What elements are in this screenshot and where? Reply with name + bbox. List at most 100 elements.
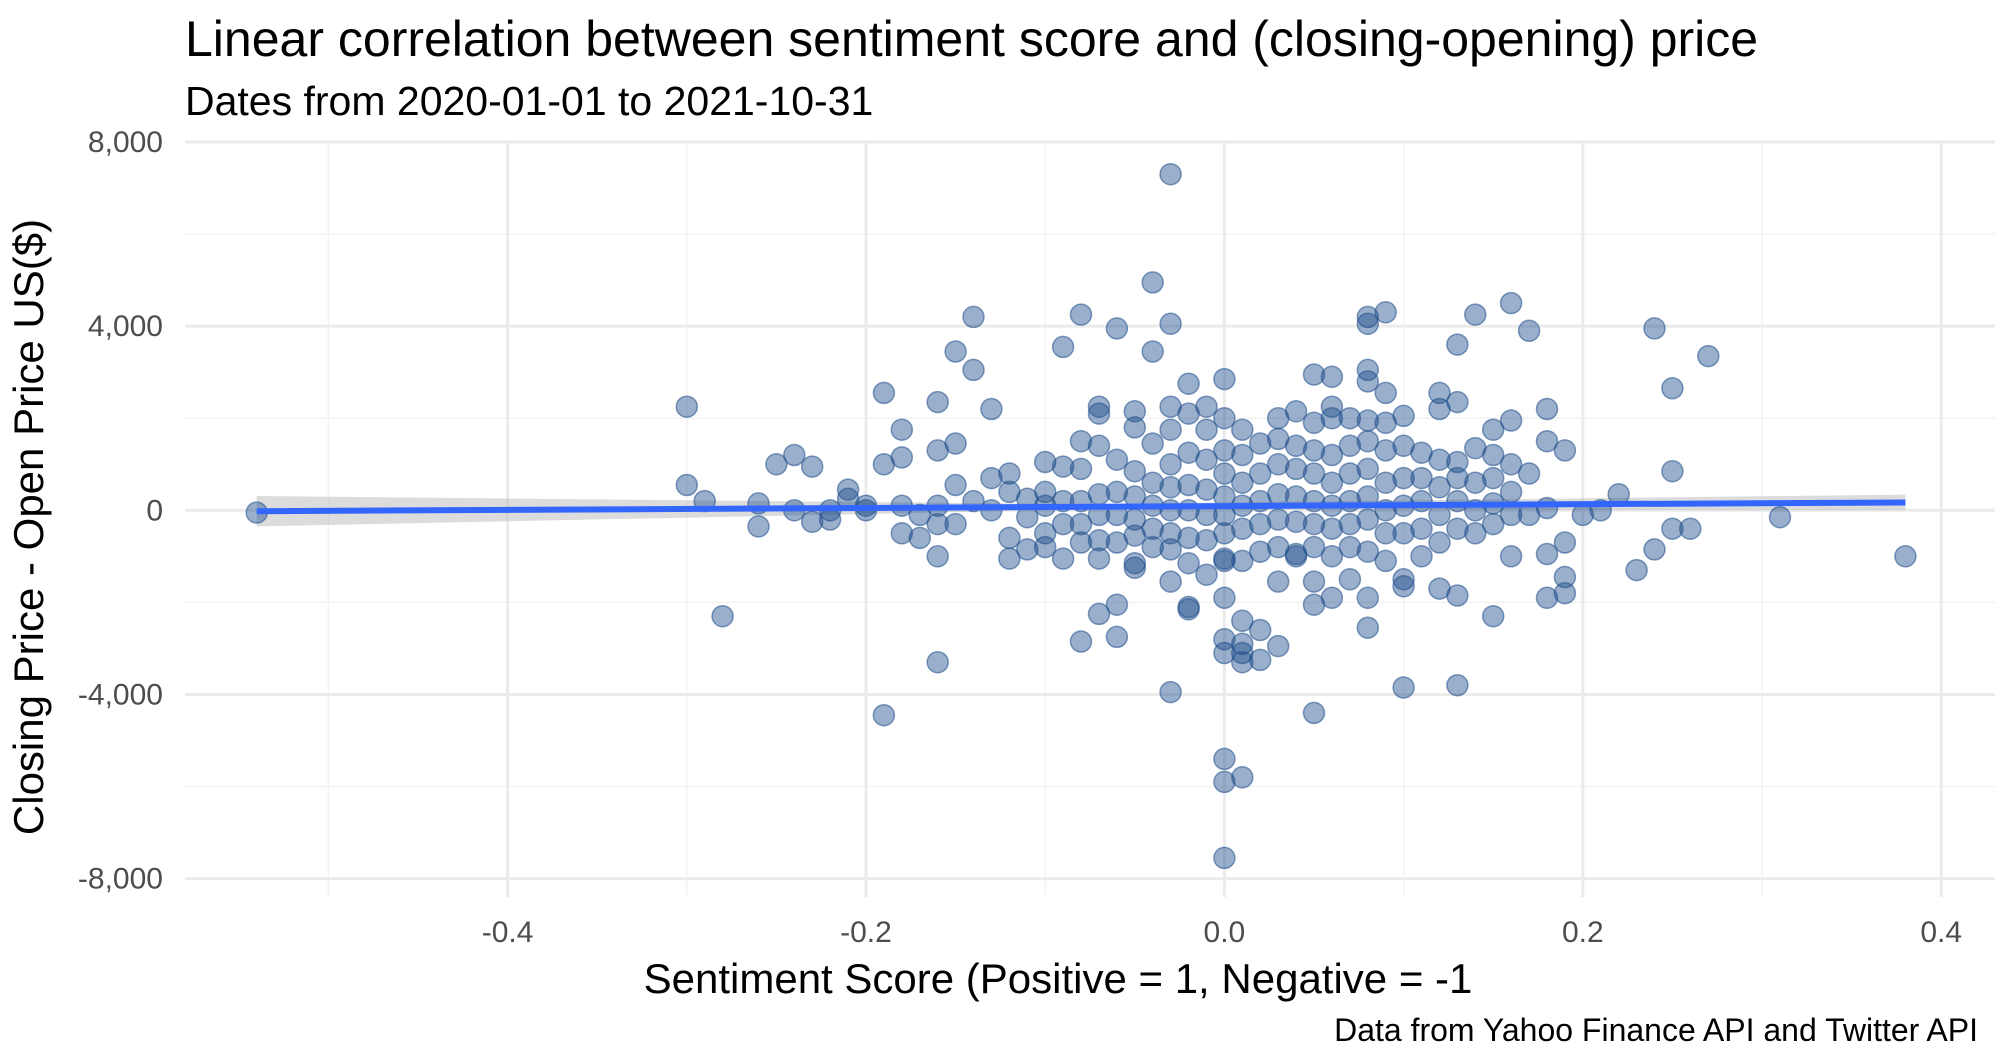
data-point <box>1499 545 1523 568</box>
data-point <box>1105 593 1129 616</box>
data-point <box>1195 395 1218 418</box>
data-point <box>1643 317 1666 340</box>
data-point <box>1356 370 1380 393</box>
data-point <box>1087 602 1111 626</box>
data-point <box>1356 586 1380 610</box>
data-point <box>1410 466 1433 490</box>
data-point <box>1159 453 1182 476</box>
data-point <box>890 522 914 545</box>
data-point <box>1428 476 1451 499</box>
data-point <box>1213 406 1236 430</box>
data-point <box>1320 443 1344 467</box>
data-point <box>1069 512 1093 536</box>
data-point <box>1392 404 1415 428</box>
data-point <box>1320 586 1344 610</box>
data-point <box>1446 390 1469 414</box>
data-point <box>1213 641 1236 665</box>
y-tick-label: 8,000 <box>88 126 163 159</box>
data-point <box>747 515 770 538</box>
data-point <box>1231 609 1254 633</box>
data-point <box>1356 312 1380 336</box>
data-point <box>1392 466 1415 490</box>
data-point <box>1231 650 1254 674</box>
data-point <box>1266 570 1290 593</box>
data-point <box>998 526 1021 550</box>
data-point <box>872 703 896 727</box>
data-point <box>926 512 949 536</box>
data-point <box>1481 604 1505 628</box>
data-point <box>1302 701 1326 725</box>
data-point <box>1661 517 1684 540</box>
x-axis-ticks: -0.4 -0.2 0.0 0.2 0.4 <box>482 916 1962 949</box>
data-point <box>1087 434 1111 458</box>
data-point <box>1069 303 1093 326</box>
data-point <box>1535 586 1559 610</box>
data-point <box>1768 505 1792 529</box>
data-point <box>1123 416 1147 439</box>
data-point <box>944 432 967 455</box>
y-axis-title: Closing Price - Open Price US($) <box>5 219 52 835</box>
data-point <box>711 604 734 628</box>
data-point <box>926 650 949 674</box>
data-point <box>1302 535 1326 559</box>
data-point <box>1320 471 1344 494</box>
data-point <box>1499 453 1523 476</box>
data-point <box>1177 551 1200 575</box>
data-point <box>765 453 788 476</box>
data-point <box>1356 616 1380 639</box>
data-point <box>1302 411 1326 435</box>
data-point <box>1464 303 1487 326</box>
data-point <box>1428 448 1451 471</box>
data-point <box>1481 443 1505 467</box>
data-point <box>1213 747 1236 771</box>
data-point <box>1553 565 1577 589</box>
points-layer <box>245 162 1917 870</box>
data-point <box>1123 551 1147 575</box>
y-axis-ticks: -8,000 -4,000 0 4,000 8,000 <box>78 126 163 896</box>
data-point <box>1141 535 1164 559</box>
data-point <box>1266 453 1290 476</box>
data-point <box>1464 471 1487 494</box>
data-point <box>1231 632 1254 656</box>
data-point <box>944 473 967 497</box>
data-point <box>1213 549 1236 573</box>
data-point <box>1087 402 1111 425</box>
data-point <box>1231 443 1254 467</box>
data-point <box>1392 522 1415 545</box>
data-point <box>1051 512 1075 536</box>
data-point <box>1284 400 1308 423</box>
data-point <box>1302 363 1326 386</box>
data-point <box>1499 409 1523 432</box>
data-point <box>1553 439 1577 462</box>
x-tick-label: 0.2 <box>1562 916 1604 949</box>
data-point <box>1105 448 1129 471</box>
data-point <box>1517 319 1541 343</box>
data-point <box>908 526 932 550</box>
data-point <box>1159 680 1182 704</box>
data-point <box>962 358 985 382</box>
data-point <box>1338 512 1362 536</box>
x-tick-label: 0.4 <box>1920 916 1962 949</box>
data-point <box>1248 432 1272 455</box>
data-point <box>1266 508 1290 531</box>
data-point <box>1302 439 1326 462</box>
data-point <box>1231 471 1254 494</box>
y-tick-label: 0 <box>146 494 163 527</box>
data-point <box>1141 517 1164 540</box>
data-point <box>1446 517 1469 540</box>
data-point <box>1159 418 1182 441</box>
data-point <box>1195 418 1218 441</box>
data-point <box>1535 496 1559 520</box>
data-point <box>1141 432 1164 455</box>
data-point <box>1123 459 1147 483</box>
x-tick-label: -0.4 <box>482 916 534 949</box>
data-point <box>1481 418 1505 441</box>
y-tick-label: -8,000 <box>78 863 163 896</box>
data-point <box>1213 770 1236 794</box>
data-point <box>1320 545 1344 568</box>
data-point <box>1625 558 1648 582</box>
data-point <box>1320 365 1344 389</box>
x-tick-label: 0.0 <box>1204 916 1246 949</box>
data-point <box>1213 439 1236 462</box>
data-point <box>1248 618 1272 642</box>
